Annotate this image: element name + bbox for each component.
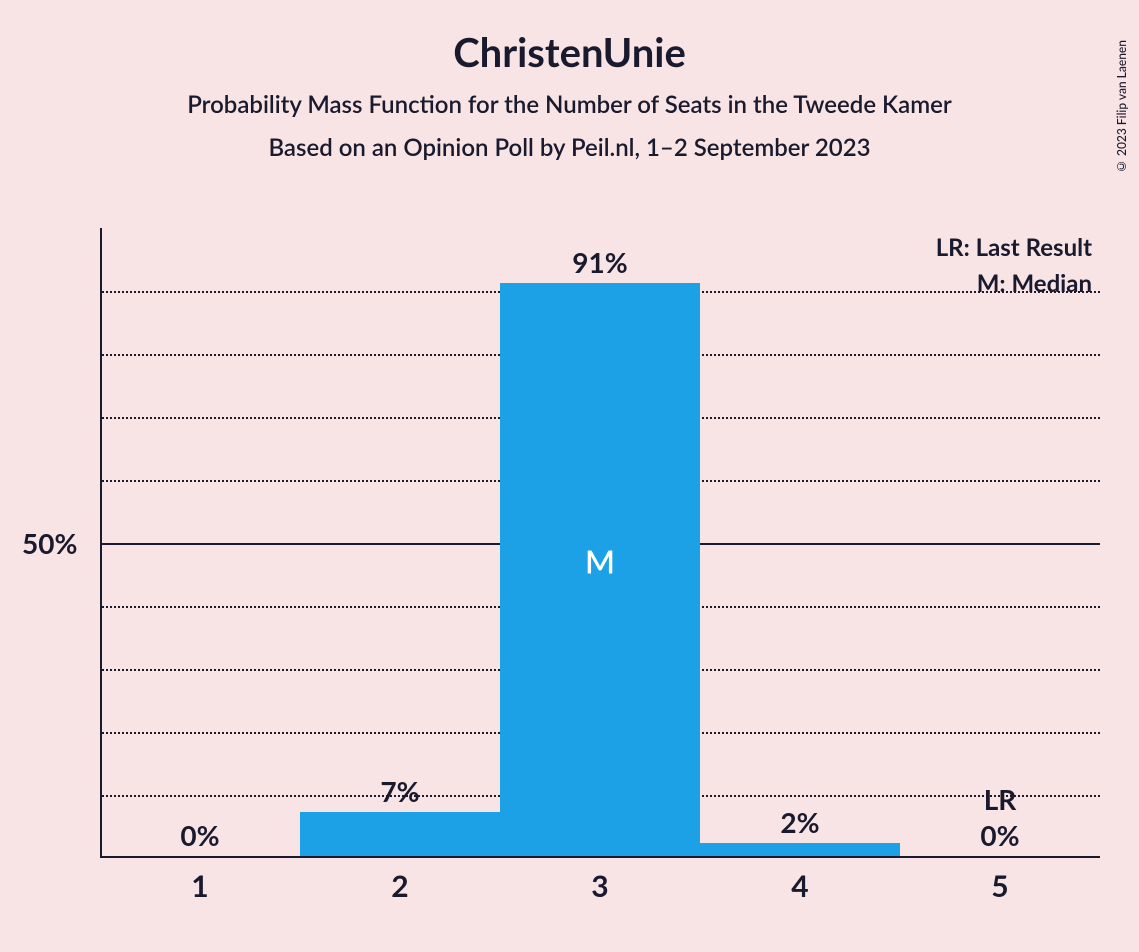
x-axis [100,856,1100,858]
chart-area: LR: Last Result M: Median 50%0%17%291%M3… [100,228,1100,858]
x-tick-label: 5 [991,868,1008,904]
y-tick-label: 50% [22,526,77,560]
legend-lr: LR: Last Result [936,230,1092,266]
bar-value-label: 0% [980,818,1019,852]
x-tick-label: 3 [591,868,608,904]
y-axis [100,228,102,858]
bar [300,812,500,856]
bar-value-label: 2% [780,805,819,839]
bar-value-label: 91% [572,245,627,279]
bar-value-label: 0% [180,818,219,852]
x-tick-label: 2 [391,868,408,904]
plot-area: LR: Last Result M: Median 50%0%17%291%M3… [100,228,1100,858]
chart-title: ChristenUnie [0,28,1139,76]
bar-value-label: 7% [380,774,419,808]
median-marker: M [585,542,615,581]
x-tick-label: 1 [191,868,208,904]
copyright-text: © 2023 Filip van Laenen [1114,40,1129,174]
last-result-marker: LR [984,782,1017,816]
legend-m: M: Median [936,266,1092,302]
x-tick-label: 4 [791,868,808,904]
chart-subtitle-2: Based on an Opinion Poll by Peil.nl, 1–2… [0,133,1139,162]
chart-subtitle-1: Probability Mass Function for the Number… [0,90,1139,119]
bar [700,843,900,856]
